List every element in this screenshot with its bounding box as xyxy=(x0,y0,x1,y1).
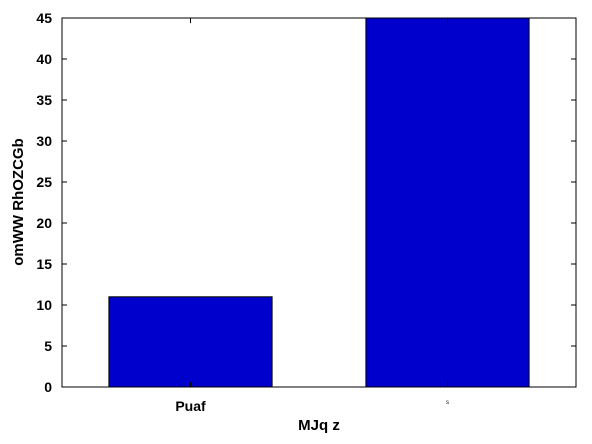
x-axis-label: MJq z xyxy=(298,417,340,434)
y-tick-label-1: 5 xyxy=(44,338,52,354)
y-tick-label-8: 40 xyxy=(36,51,52,67)
y-tick-label-5: 25 xyxy=(36,174,52,190)
y-tick-label-9: 45 xyxy=(36,10,52,26)
y-tick-label-6: 30 xyxy=(36,133,52,149)
y-axis-label: omWW RhOZCGb xyxy=(10,138,27,265)
ticks-layer xyxy=(62,17,576,388)
bar-1 xyxy=(365,17,530,388)
y-tick-label-0: 0 xyxy=(44,379,52,395)
bar-0 xyxy=(108,296,273,388)
bars-layer xyxy=(108,17,530,388)
y-tick-label-4: 20 xyxy=(36,215,52,231)
x-tick-label-0: Puaf xyxy=(175,398,206,414)
x-tick-label-1: s xyxy=(446,400,449,406)
y-tick-label-3: 15 xyxy=(36,256,52,272)
y-tick-label-2: 10 xyxy=(36,297,52,313)
plot-frame xyxy=(61,17,577,388)
tick-labels-layer: Puaf s 0 5 10 15 20 25 30 35 40 45 xyxy=(36,10,449,414)
y-tick-label-7: 35 xyxy=(36,92,52,108)
